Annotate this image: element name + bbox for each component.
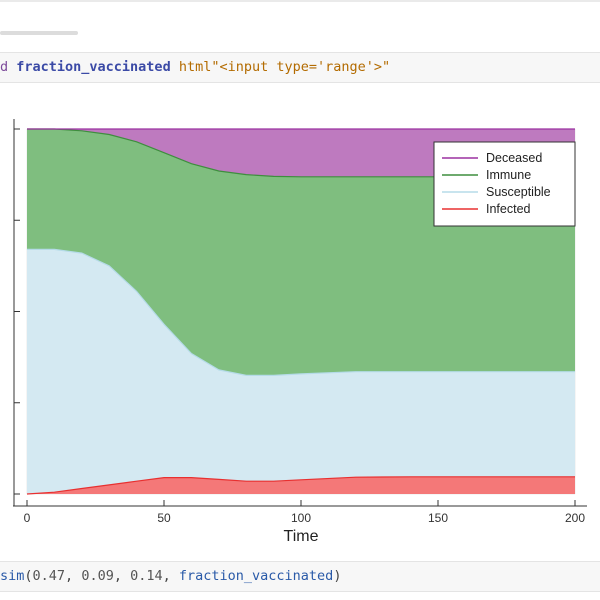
sim-code-cell[interactable]: sim(0.47, 0.09, 0.14, fraction_vaccinate…	[0, 561, 600, 592]
arg-3: 0.14	[130, 568, 163, 584]
legend-box	[433, 141, 576, 227]
notebook-top-divider	[0, 0, 600, 2]
x-tick-label: 0	[24, 511, 31, 525]
x-tick-label: 150	[428, 511, 448, 525]
x-tick-label: 50	[157, 511, 171, 525]
x-tick-label: 200	[565, 511, 585, 525]
axes: 0 50 100 150 200 Time	[13, 119, 587, 545]
bind-code-cell[interactable]: d fraction_vaccinated html"<input type='…	[0, 52, 600, 83]
cell-output-stub	[0, 31, 78, 35]
x-axis-label: Time	[284, 528, 319, 545]
arg-separator: ,	[65, 568, 82, 584]
legend-label-infected: Infected	[486, 202, 531, 216]
area-infected	[27, 476, 575, 494]
function-name: sim	[0, 568, 25, 584]
arg-fraction-vaccinated: fraction_vaccinated	[178, 568, 334, 584]
plot-output: 0 50 100 150 200 Time Deceased Immune Susceptib…	[0, 84, 600, 560]
line-infected	[26, 476, 575, 495]
bind-macro-keyword: d	[0, 59, 17, 75]
legend-label-immune: Immune	[486, 168, 531, 182]
arg-separator: ,	[113, 568, 131, 584]
arg-2: 0.09	[81, 568, 114, 584]
area-susceptible	[27, 249, 575, 494]
line-susceptible	[27, 248, 575, 376]
x-tick-label: 100	[291, 511, 311, 525]
open-paren: (	[24, 568, 33, 584]
html-string-literal: html"<input type='range'>"	[170, 59, 391, 75]
legend: Deceased Immune Susceptible Infected	[433, 141, 576, 227]
arg-1: 0.47	[32, 568, 66, 584]
legend-label-deceased: Deceased	[486, 151, 542, 165]
arg-separator: ,	[162, 568, 179, 584]
close-paren: )	[333, 568, 342, 584]
legend-label-susceptible: Susceptible	[486, 185, 551, 199]
area-chart: 0 50 100 150 200 Time Deceased Immune Susceptib…	[13, 119, 587, 545]
variable-name: fraction_vaccinated	[16, 59, 171, 75]
